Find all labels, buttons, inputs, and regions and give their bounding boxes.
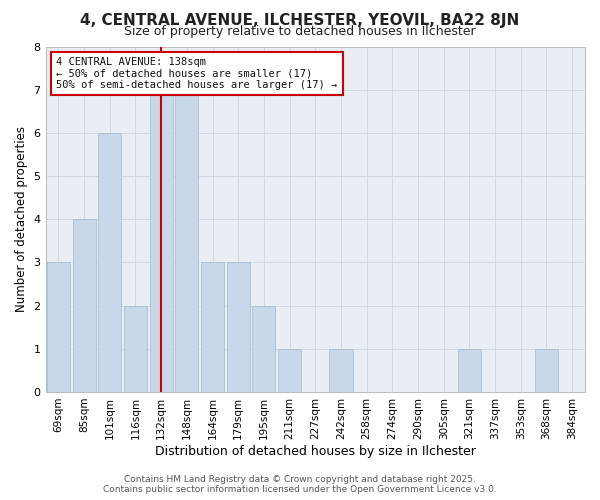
Bar	[73, 219, 95, 392]
Bar	[227, 262, 250, 392]
Bar	[201, 262, 224, 392]
Bar	[47, 262, 70, 392]
Text: 4, CENTRAL AVENUE, ILCHESTER, YEOVIL, BA22 8JN: 4, CENTRAL AVENUE, ILCHESTER, YEOVIL, BA…	[80, 12, 520, 28]
Bar	[124, 306, 147, 392]
Bar	[98, 133, 121, 392]
Text: Size of property relative to detached houses in Ilchester: Size of property relative to detached ho…	[124, 25, 476, 38]
Bar	[278, 349, 301, 392]
Bar	[329, 349, 353, 392]
Bar	[253, 306, 275, 392]
Y-axis label: Number of detached properties: Number of detached properties	[15, 126, 28, 312]
Bar	[175, 90, 199, 392]
X-axis label: Distribution of detached houses by size in Ilchester: Distribution of detached houses by size …	[155, 444, 476, 458]
Bar	[535, 349, 558, 392]
Bar	[149, 90, 173, 392]
Bar	[458, 349, 481, 392]
Text: Contains HM Land Registry data © Crown copyright and database right 2025.
Contai: Contains HM Land Registry data © Crown c…	[103, 474, 497, 494]
Text: 4 CENTRAL AVENUE: 138sqm
← 50% of detached houses are smaller (17)
50% of semi-d: 4 CENTRAL AVENUE: 138sqm ← 50% of detach…	[56, 57, 338, 90]
